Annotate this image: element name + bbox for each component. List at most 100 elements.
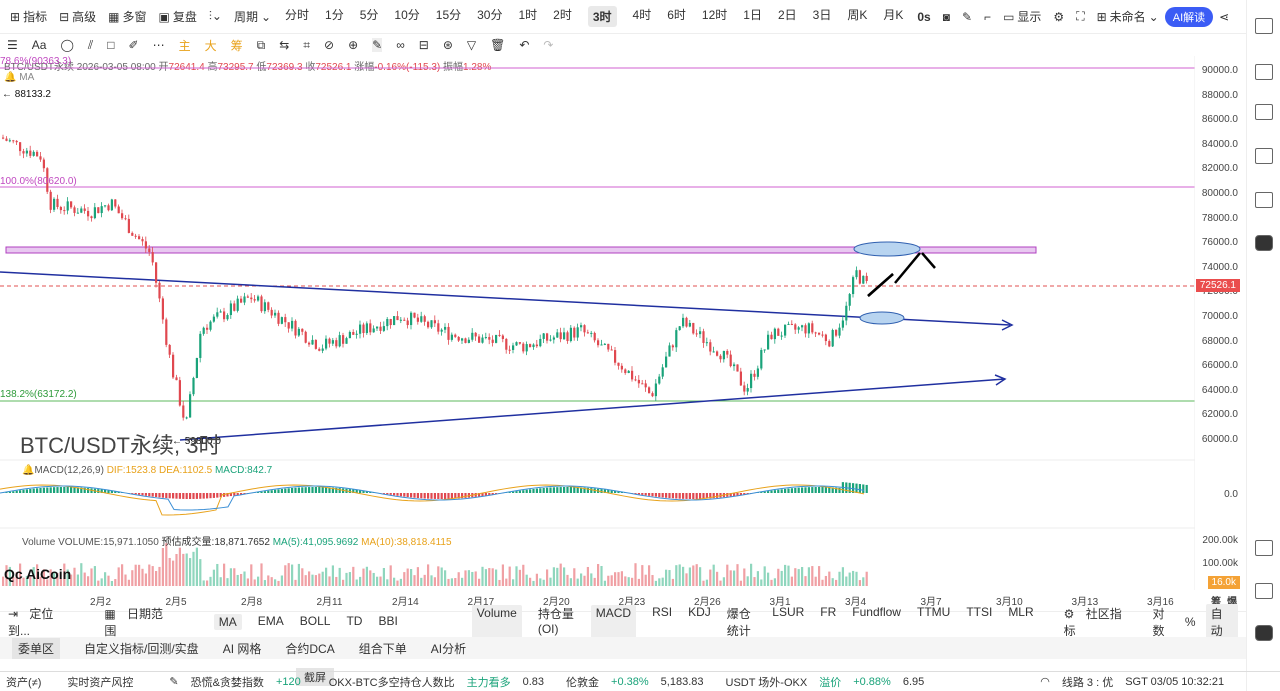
chart-icon[interactable] <box>1255 148 1273 164</box>
price-chart[interactable] <box>0 0 1195 590</box>
menu-icon[interactable]: ☰ <box>7 38 18 52</box>
tf-2日[interactable]: 2日 <box>777 8 797 22</box>
percent-button[interactable]: % <box>1184 614 1196 629</box>
tf-3日[interactable]: 3日 <box>812 8 832 22</box>
tf-15分[interactable]: 15分 <box>435 8 462 22</box>
edit-icon[interactable]: ✎ <box>169 676 179 688</box>
hatch-tool-icon[interactable]: ⫽ <box>87 37 94 52</box>
main-ind-ma[interactable]: MA <box>213 613 242 630</box>
tf-分时[interactable]: 分时 <box>285 8 310 22</box>
ellipse-tool-icon[interactable]: ◯ <box>60 38 74 52</box>
tf-4时[interactable]: 4时 <box>632 8 652 22</box>
ma-toggle[interactable]: 🔔 MA <box>4 72 35 83</box>
sub-ind[interactable]: TTMU <box>916 604 951 619</box>
rect-tool-icon[interactable]: □ <box>107 38 115 52</box>
tf-月K[interactable]: 月K <box>883 8 904 22</box>
list-icon[interactable] <box>1255 64 1273 80</box>
tf-12时[interactable]: 12时 <box>701 8 728 22</box>
community-indicator-button[interactable]: ⚙ 社区指标 <box>1063 606 1122 638</box>
sub-ind[interactable]: Fundflow <box>852 604 901 619</box>
screenshot-button[interactable]: 截屏 <box>296 668 334 686</box>
liq-label[interactable]: 爆 <box>1227 597 1237 608</box>
layout-name-dropdown[interactable]: ⊞ 未命名 ⌄ <box>1096 9 1159 25</box>
camera-icon[interactable]: ◙ <box>942 9 950 24</box>
main-ind-td[interactable]: TD <box>346 613 363 628</box>
sub-ind[interactable]: TTSI <box>966 604 993 619</box>
pencil-icon[interactable]: ✎ <box>961 9 973 24</box>
sub-ind[interactable]: MACD <box>590 604 637 639</box>
redo-icon[interactable]: ↷ <box>543 38 554 52</box>
multi-window-button[interactable]: ▦ 多窗 <box>108 9 147 25</box>
text-tool-icon[interactable]: Aa <box>31 38 47 52</box>
risk-label[interactable]: 实时资产风控 <box>67 676 134 689</box>
tf-2时[interactable]: 2时 <box>553 8 572 22</box>
panel-tab[interactable]: 自定义指标/回测/实盘 <box>84 641 199 656</box>
zoom-icon[interactable]: ⊕ <box>348 38 359 52</box>
undo-icon[interactable]: ↶ <box>519 38 530 52</box>
settings-icon[interactable]: ⚙ <box>1053 9 1065 24</box>
share-icon[interactable]: ⋖ <box>1219 9 1230 24</box>
copy-icon[interactable]: ⧉ <box>256 37 266 52</box>
robot-icon[interactable] <box>1255 235 1273 251</box>
fold-icon[interactable]: ⊟ <box>418 38 429 52</box>
panel-tab[interactable]: AI 网格 <box>222 641 262 656</box>
tf-1分[interactable]: 1分 <box>325 8 344 22</box>
zero-seconds-button[interactable]: 0s <box>917 9 931 24</box>
main-ind-boll[interactable]: BOLL <box>299 613 331 628</box>
tf-1日[interactable]: 1日 <box>743 8 762 22</box>
notes-icon[interactable] <box>1255 18 1273 34</box>
main-ind-bbi[interactable]: BBI <box>378 613 398 628</box>
auto-button[interactable]: 自动 <box>1205 603 1238 640</box>
ai-bot-icon[interactable] <box>1255 625 1273 641</box>
sub-ind[interactable]: FR <box>820 604 837 619</box>
sub-ind[interactable]: Volume <box>471 604 522 639</box>
sub-ind[interactable]: 爆仓统计 <box>726 606 751 638</box>
ai-read-button[interactable]: AI解读 <box>1164 6 1214 27</box>
main-ind-ema[interactable]: EMA <box>257 613 284 628</box>
fullscreen-icon[interactable]: ⛶ <box>1076 9 1085 23</box>
orders-icon[interactable] <box>1255 104 1273 120</box>
tf-周K[interactable]: 周K <box>847 8 868 22</box>
crop-icon[interactable]: ⌗ <box>303 37 311 52</box>
pattern-icon[interactable]: ∞ <box>396 38 405 52</box>
advanced-button[interactable]: ⊟ 高级 <box>59 9 97 25</box>
panel-icon[interactable] <box>1255 540 1273 556</box>
main-button[interactable]: 主 <box>178 38 191 53</box>
sub-ind[interactable]: KDJ <box>688 604 711 619</box>
sub-ind[interactable]: 持仓量 (OI) <box>537 606 574 636</box>
sub-ind[interactable]: RSI <box>652 604 673 619</box>
more-icon[interactable]: ⋯ <box>152 38 165 52</box>
panel-tab[interactable]: 合约DCA <box>285 641 335 656</box>
split-icon[interactable] <box>1255 583 1273 599</box>
link-icon[interactable]: ⊘ <box>324 38 335 52</box>
chip-label[interactable]: 筹 <box>1211 597 1221 608</box>
panel-tab[interactable]: 委单区 <box>12 637 61 659</box>
brush-icon[interactable]: ✎ <box>372 38 383 52</box>
indicator-button[interactable]: ⊞ 指标 <box>10 9 48 25</box>
log-button[interactable]: 对数 <box>1152 606 1165 638</box>
tf-3时[interactable]: 3时 <box>587 6 617 27</box>
line-label[interactable]: 线路 3 : 优 <box>1061 676 1114 689</box>
layout-icon[interactable]: ⌐ <box>984 9 992 24</box>
chip-button[interactable]: 筹 <box>230 38 243 53</box>
sub-ind[interactable]: MLR <box>1008 604 1034 619</box>
sync-icon[interactable]: ⇆ <box>279 38 290 52</box>
chart-type-button[interactable]: ⫶⌄ <box>209 9 222 24</box>
display-button[interactable]: ▭ 显示 <box>1003 9 1042 25</box>
sub-ind[interactable]: LSUR <box>772 604 805 619</box>
tf-30分[interactable]: 30分 <box>477 8 503 22</box>
magnet-icon[interactable]: ⊛ <box>442 38 453 52</box>
date-range-button[interactable]: ▦ 日期范围 <box>104 606 164 638</box>
locate-button[interactable]: ⇥ 定位到... <box>8 606 54 638</box>
pen-tool-icon[interactable]: ✐ <box>128 38 139 52</box>
assets-label[interactable]: 资产(≠) <box>6 676 42 689</box>
trash-icon[interactable]: 🗑 <box>490 38 506 52</box>
period-dropdown[interactable]: 周期 ⌄ <box>233 9 272 25</box>
big-button[interactable]: 大 <box>204 38 217 53</box>
replay-button[interactable]: ▣ 复盘 <box>158 9 197 25</box>
tf-10分[interactable]: 10分 <box>394 8 420 22</box>
tf-1时[interactable]: 1时 <box>518 8 538 22</box>
layers-icon[interactable] <box>1255 192 1273 208</box>
panel-tab[interactable]: AI分析 <box>430 641 467 656</box>
tf-5分[interactable]: 5分 <box>359 8 379 22</box>
